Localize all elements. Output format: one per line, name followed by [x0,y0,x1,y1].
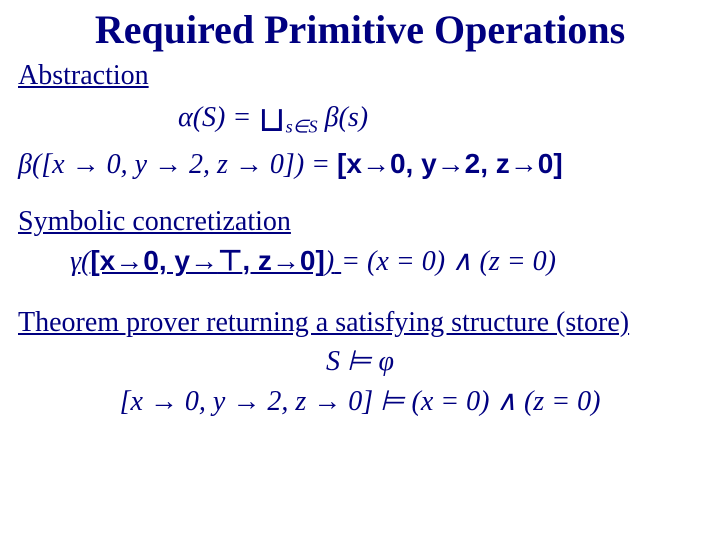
eq1-lhs: α(S) = [178,102,258,133]
spacer [18,283,702,301]
gamma-arg-bold: [x→0, y→⊤, z→0] [90,245,324,276]
gamma-eq-rhs: = (x = 0) ∧ (z = 0) [341,246,556,277]
eq2-lhs: β([x → 0, y → 2, z → 0]) = [18,149,337,180]
abstraction-eq1: α(S) = ⊔s∈S β(s) [18,96,702,143]
gamma-close-paren: ) [325,246,334,277]
heading-theorem: Theorem prover returning a satisfying st… [18,307,702,339]
spacer [18,186,702,200]
eq2-rhs-bold: [x→0, y→2, z→0] [337,148,563,179]
theorem-line1: S ⊨ φ [18,343,702,381]
slide-title: Required Primitive Operations [18,8,702,52]
slide: Required Primitive Operations Abstractio… [0,0,720,540]
abstraction-eq2: β([x → 0, y → 2, z → 0]) = [x→0, y→2, z→… [18,145,702,184]
gamma-prefix: γ( [70,246,90,277]
join-icon: ⊔ [258,100,285,139]
gamma-arg-text: [x→0, y→⊤, z→0] [90,245,324,276]
concretization-eq: γ([x→0, y→⊤, z→0]) = (x = 0) ∧ (z = 0) [18,242,702,281]
eq1-subscript: s∈S [286,116,318,136]
heading-concretization: Symbolic concretization [18,206,702,238]
eq1-rhs: β(s) [318,102,369,133]
heading-abstraction: Abstraction [18,60,702,92]
theorem-line2: [x → 0, y → 2, z → 0] ⊨ (x = 0) ∧ (z = 0… [18,383,702,421]
